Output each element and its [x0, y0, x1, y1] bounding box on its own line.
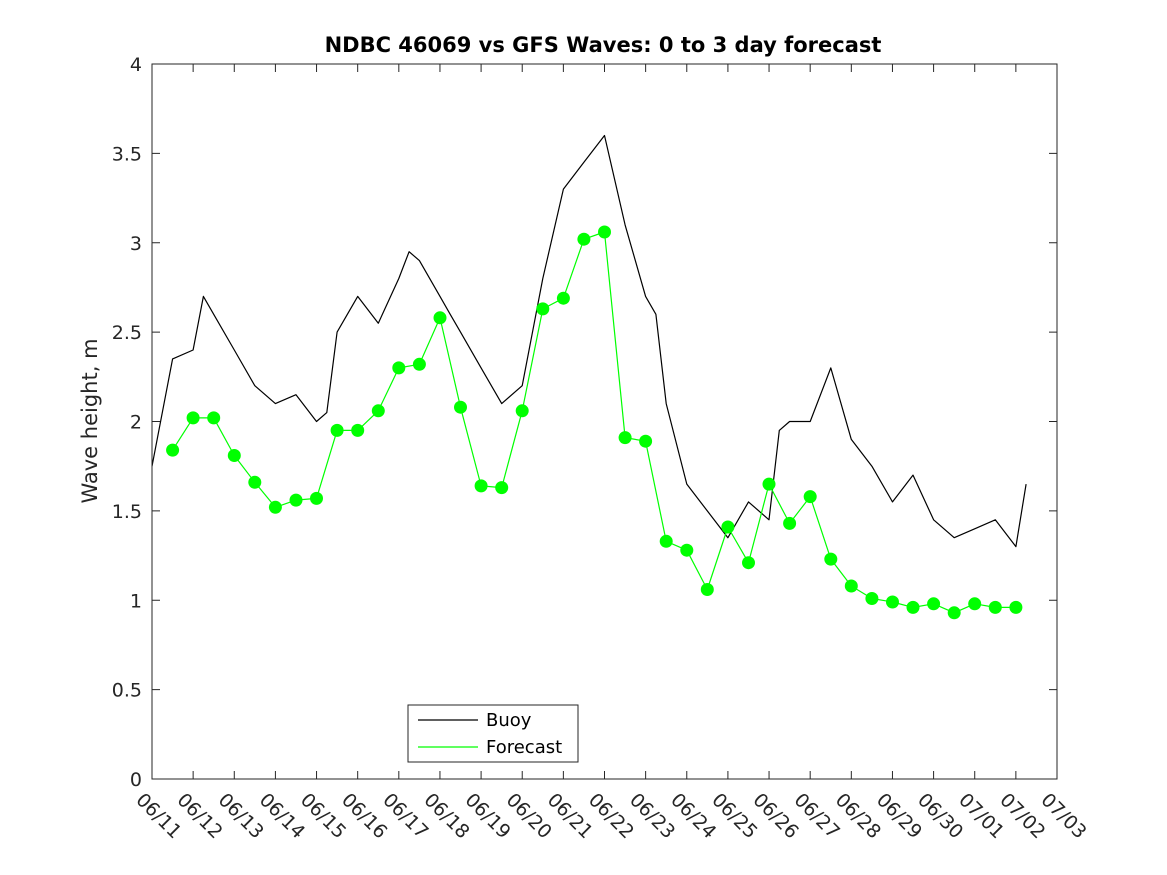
forecast-point-30	[783, 516, 797, 530]
forecast-point-25	[680, 543, 694, 557]
forecast-point-27	[721, 520, 735, 534]
forecast-point-7	[310, 491, 323, 505]
forecast-point-37	[927, 597, 941, 611]
forecast-point-18	[536, 302, 550, 316]
forecast-point-31	[803, 490, 817, 504]
chart-title: NDBC 46069 vs GFS Waves: 0 to 3 day fore…	[325, 33, 882, 57]
forecast-point-39	[968, 597, 982, 611]
y-tick-label-8: 4	[130, 54, 142, 76]
y-tick-label-5: 2.5	[112, 322, 142, 344]
y-axis-label: Wave height, m	[78, 338, 102, 503]
forecast-point-32	[824, 552, 838, 566]
forecast-point-41	[1009, 600, 1023, 614]
forecast-point-8	[330, 423, 344, 437]
legend-label-buoy: Buoy	[486, 710, 532, 731]
forecast-point-14	[454, 400, 467, 414]
forecast-point-22	[618, 431, 632, 445]
forecast-point-28	[742, 556, 755, 570]
plot-area	[151, 134, 1027, 620]
forecast-point-12	[412, 357, 426, 371]
forecast-point-11	[392, 361, 406, 375]
forecast-point-34	[865, 592, 879, 605]
series-line-buoy	[151, 134, 1027, 548]
forecast-point-2	[207, 411, 221, 425]
forecast-point-13	[433, 311, 447, 325]
forecast-point-17	[515, 404, 529, 418]
y-tick-label-6: 3	[130, 233, 142, 255]
y-tick-label-2: 1	[130, 590, 142, 612]
forecast-point-19	[556, 291, 570, 305]
forecast-point-21	[598, 225, 611, 239]
forecast-point-33	[844, 579, 858, 593]
y-tick-label-3: 1.5	[112, 501, 142, 523]
forecast-point-15	[474, 479, 488, 493]
forecast-point-9	[351, 423, 365, 437]
y-tick-label-0: 0	[130, 769, 142, 791]
forecast-point-20	[577, 232, 591, 246]
forecast-point-35	[886, 595, 899, 609]
forecast-point-36	[906, 600, 920, 614]
forecast-point-4	[248, 475, 262, 489]
forecast-point-0	[166, 443, 180, 457]
forecast-point-6	[289, 493, 303, 507]
forecast-point-1	[186, 411, 200, 425]
forecast-point-3	[227, 449, 241, 462]
legend-label-forecast: Forecast	[486, 737, 562, 758]
forecast-point-16	[495, 481, 509, 495]
forecast-point-29	[762, 477, 776, 491]
forecast-point-40	[988, 600, 1002, 614]
forecast-point-38	[947, 606, 961, 620]
y-tick-label-4: 2	[130, 412, 142, 434]
y-tick-label-1: 0.5	[112, 680, 142, 702]
legend: Buoy Forecast	[407, 704, 579, 763]
forecast-point-26	[700, 583, 714, 596]
forecast-point-23	[639, 434, 653, 448]
legend-box	[407, 704, 579, 763]
forecast-point-5	[268, 500, 282, 514]
forecast-point-10	[371, 404, 385, 418]
y-tick-label-7: 3.5	[112, 143, 142, 165]
forecast-point-24	[659, 534, 673, 548]
